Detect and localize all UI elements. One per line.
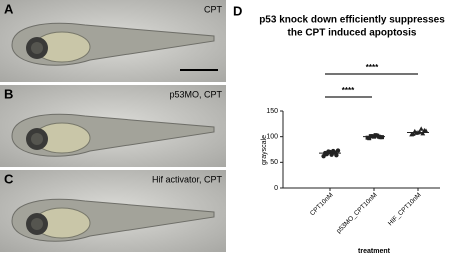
data-point — [418, 126, 424, 131]
photo-panel: C Hif activator, CPT — [0, 170, 226, 252]
data-point — [420, 130, 426, 136]
panel-label: C — [4, 171, 14, 186]
panel-label: D — [233, 3, 242, 18]
fish-eye-inner — [31, 42, 43, 54]
data-point — [332, 150, 337, 155]
x-axis-label: treatment — [358, 248, 391, 255]
significance-label: **** — [342, 86, 355, 95]
fish-eye-inner — [31, 133, 43, 145]
y-tick-label: 150 — [266, 108, 278, 115]
y-tick-label: 0 — [274, 185, 278, 192]
y-tick-label: 100 — [266, 134, 278, 141]
panel-caption: Hif activator, CPT — [152, 174, 223, 184]
panel-label: A — [4, 1, 14, 16]
photo-panel: A CPT — [0, 0, 226, 82]
x-tick-label: p53MO_CPT10nM — [335, 192, 378, 235]
data-point — [380, 135, 384, 140]
y-axis-label: grayscale — [261, 135, 268, 165]
significance-label: **** — [366, 63, 379, 72]
y-tick-label: 50 — [270, 159, 278, 166]
chart-title: the CPT induced apoptosis — [288, 28, 417, 39]
fish-eye-inner — [31, 218, 43, 230]
data-point — [370, 134, 375, 139]
x-tick-label: CPT10nM — [309, 192, 335, 218]
panel-caption: CPT — [204, 4, 223, 14]
data-point — [423, 128, 429, 133]
x-tick-label: HIF_CPT10nM — [387, 192, 423, 228]
chart-title: p53 knock down efficiently suppresses — [259, 15, 445, 26]
panel-label: B — [4, 86, 13, 101]
data-point — [373, 133, 378, 138]
data-point — [367, 136, 372, 141]
panel-caption: p53MO, CPT — [169, 89, 222, 99]
data-point — [335, 148, 341, 153]
